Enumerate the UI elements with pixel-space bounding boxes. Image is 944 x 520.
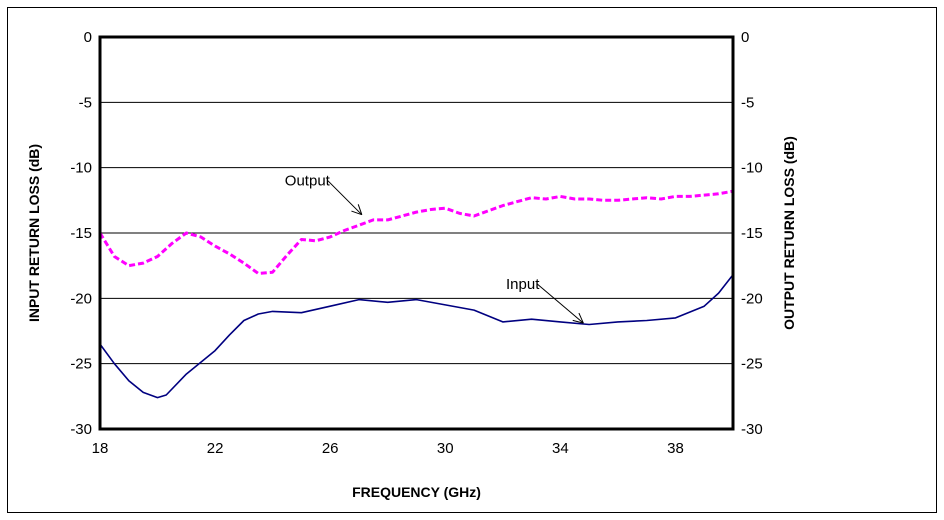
x-tick-label: 22 [207,440,224,457]
annotation-arrowhead [351,210,362,216]
series-line-input [99,274,734,399]
annotation-arrowhead [578,312,584,324]
y-axis-left-title: INPUT RETURN LOSS (dB) [26,144,42,322]
y-tick-label-left: 0 [84,29,92,46]
y-tick-label-right: -10 [741,160,763,177]
y-tick-label-left: -30 [70,421,92,438]
annotation-pointer [537,283,584,324]
x-tick-label: 26 [322,440,339,457]
y-tick-label-right: -5 [741,94,754,111]
y-tick-label-left: -20 [70,290,92,307]
y-tick-label-right: -15 [741,225,763,242]
x-tick-label: 34 [552,440,569,457]
y-axis-right-title: OUTPUT RETURN LOSS (dB) [781,136,797,330]
annotation-label-output: Output [285,173,331,190]
annotations: Output Input [285,173,584,324]
annotation-arrowhead [357,204,363,215]
y-tick-label-right: 0 [741,29,749,46]
y-tick-label-right: -25 [741,356,763,373]
tick-labels: 18 22 26 30 34 38 0 0 -5 -5 -10 -10 -15 -15 -20 -20 -25 -… [70,29,762,457]
y-tick-label-left: -5 [79,94,92,111]
grid-lines [100,101,733,365]
series-group [98,189,734,399]
x-tick-label: 38 [667,440,684,457]
y-tick-label-left: -15 [70,225,92,242]
x-tick-label: 30 [437,440,454,457]
annotation-arrowhead [572,319,584,324]
y-tick-label-right: -30 [741,421,763,438]
x-axis-title: FREQUENCY (GHz) [352,484,481,500]
y-tick-label-left: -25 [70,356,92,373]
y-tick-label-right: -20 [741,290,763,307]
series-line-output [98,189,734,275]
y-tick-label-left: -10 [70,160,92,177]
annotation-pointer [327,180,363,216]
plot-area-frame [98,35,735,431]
annotation-label-input: Input [506,276,540,293]
x-tick-label: 18 [92,440,109,457]
